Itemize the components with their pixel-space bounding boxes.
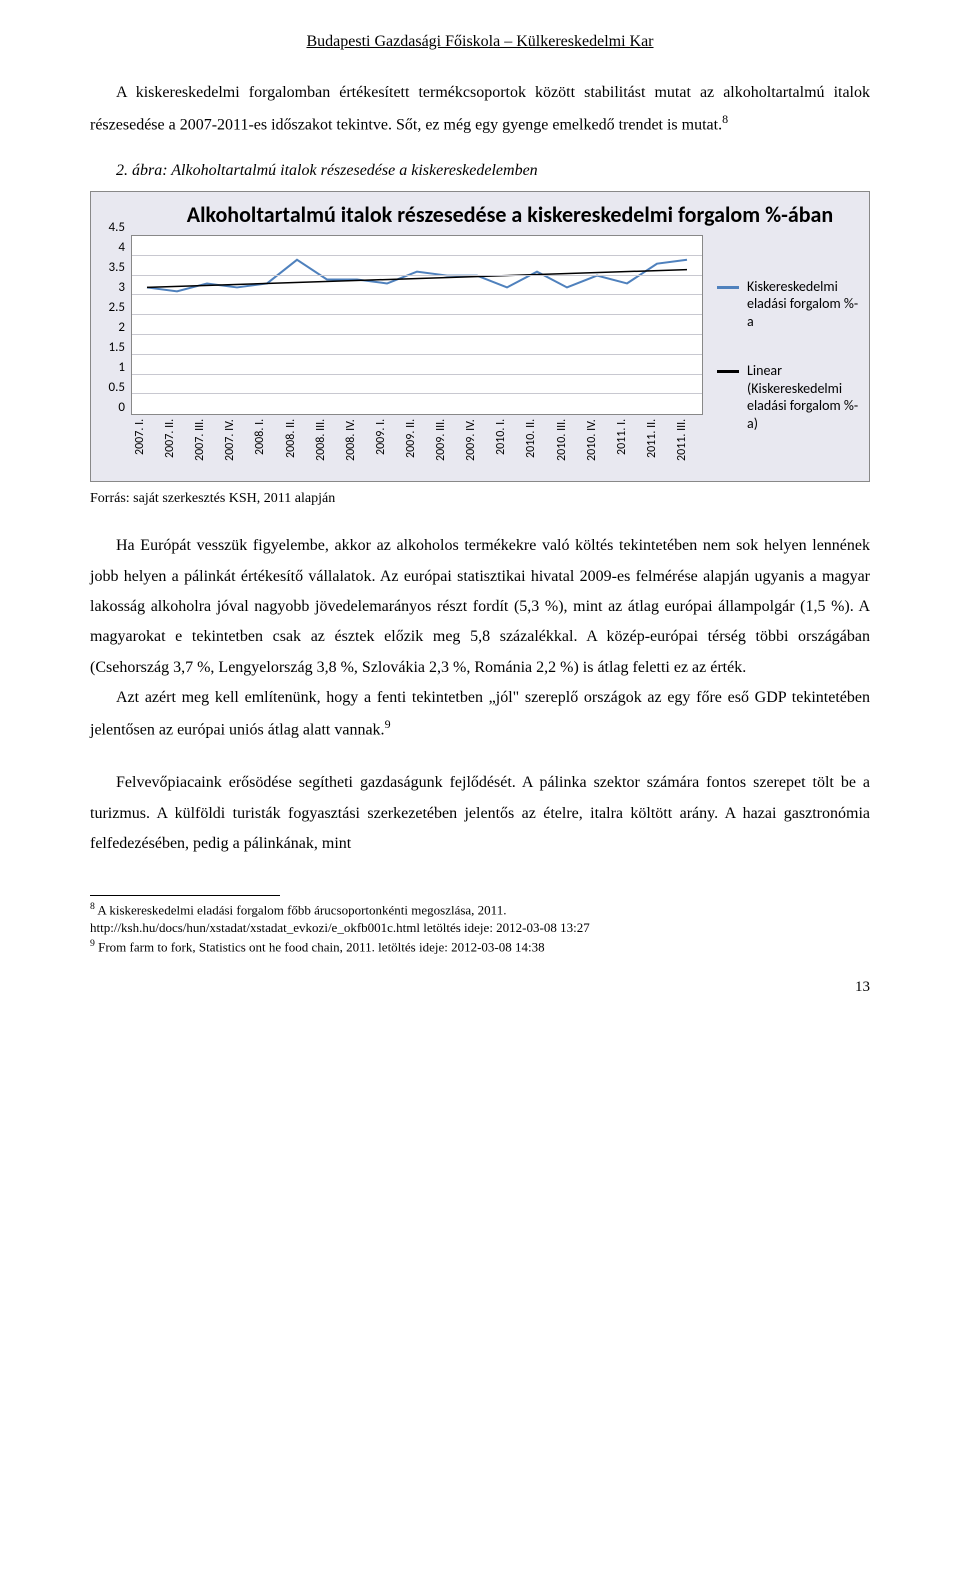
chart-title: Alkoholtartalmú italok részesedése a kis… <box>157 198 863 231</box>
paragraph-1-text: A kiskereskedelmi forgalomban értékesíte… <box>90 84 870 134</box>
legend-item-series: Kiskereskedelmi eladási forgalom %-a <box>717 278 859 331</box>
paragraph-2: Ha Európát vesszük figyelembe, akkor az … <box>90 531 870 683</box>
footnote-9: 9 From farm to fork, Statistics ont he f… <box>90 937 870 956</box>
legend-item-trend: Linear (Kiskereskedelmi eladási forgalom… <box>717 362 859 432</box>
paragraph-3: Azt azért meg kell említenünk, hogy a fe… <box>90 683 870 746</box>
page-number: 13 <box>90 976 870 999</box>
chart-source: Forrás: saját szerkesztés KSH, 2011 alap… <box>90 488 870 509</box>
page-header: Budapesti Gazdasági Főiskola – Külkeresk… <box>90 30 870 54</box>
x-axis: 2007. I.2007. II.2007. III.2007. IV.2008… <box>131 419 703 475</box>
legend-swatch-trend <box>717 370 739 373</box>
plot-area <box>131 235 703 415</box>
chart-container: Alkoholtartalmú italok részesedése a kis… <box>90 191 870 482</box>
paragraph-4: Felvevőpiacaink erősödése segítheti gazd… <box>90 768 870 859</box>
y-axis: 00.511.522.533.544.5 <box>97 235 131 415</box>
footnote-separator <box>90 895 280 896</box>
legend-text-trend: Linear (Kiskereskedelmi eladási forgalom… <box>747 362 859 432</box>
legend-swatch-series <box>717 286 739 289</box>
paragraph-1: A kiskereskedelmi forgalomban értékesíte… <box>90 78 870 141</box>
footnote-9-text: From farm to fork, Statistics ont he foo… <box>95 939 545 954</box>
footnote-ref-8: 8 <box>722 112 728 126</box>
legend-text-series: Kiskereskedelmi eladási forgalom %-a <box>747 278 859 331</box>
footnote-8-line1: A kiskereskedelmi eladási forgalom főbb … <box>95 903 507 918</box>
paragraph-3-text: Azt azért meg kell említenünk, hogy a fe… <box>90 689 870 739</box>
chart-legend: Kiskereskedelmi eladási forgalom %-a Lin… <box>703 235 863 475</box>
chart-caption: 2. ábra: Alkoholtartalmú italok részesed… <box>90 159 870 183</box>
footnote-8: 8 A kiskereskedelmi eladási forgalom főb… <box>90 900 870 936</box>
chart-svg <box>132 236 702 414</box>
footnote-8-line2: http://ksh.hu/docs/hun/xstadat/xstadat_e… <box>90 920 590 935</box>
footnote-ref-9: 9 <box>385 717 391 731</box>
